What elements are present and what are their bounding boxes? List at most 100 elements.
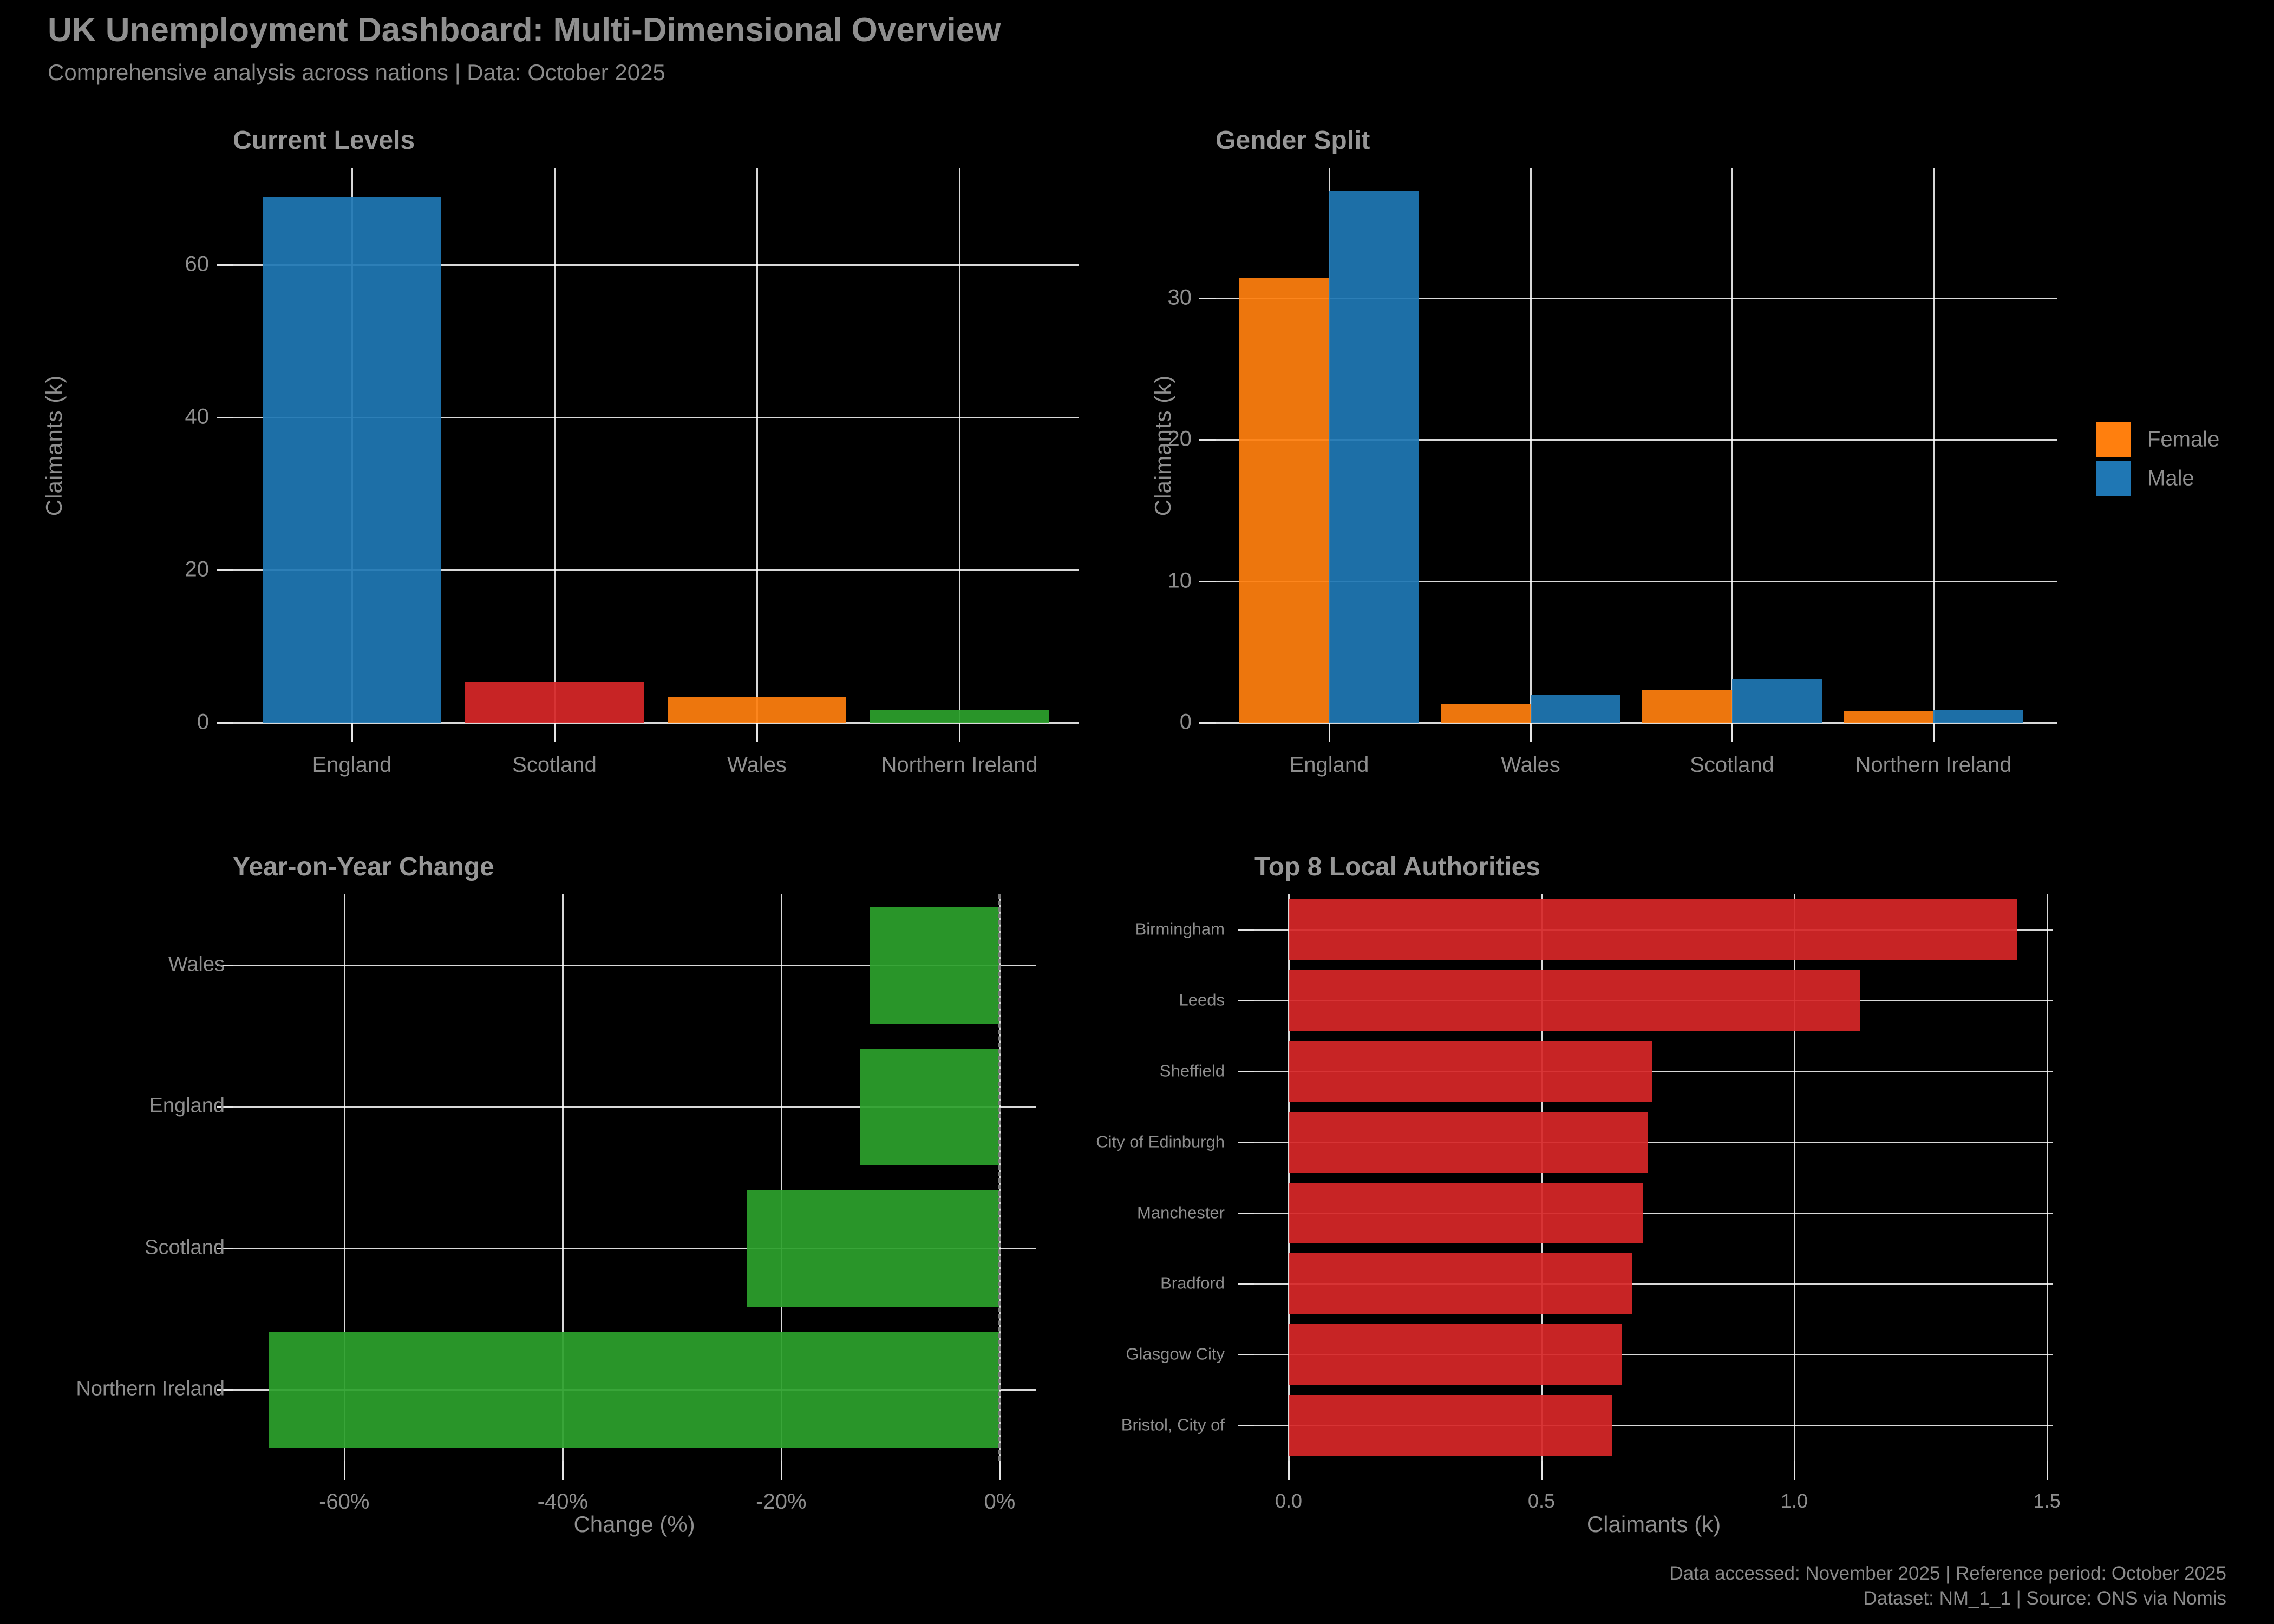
category-label-scotland: Scotland <box>1690 753 1774 777</box>
xtick-label-yoy-change: 0% <box>984 1490 1016 1514</box>
ytick-label-gender-split: 20 <box>1167 427 1192 451</box>
chart-title-gender-split: Gender Split <box>1216 126 1370 155</box>
x-axis-label-yoy-change: Change (%) <box>573 1511 695 1537</box>
category-label-manchester: Manchester <box>1137 1203 1225 1222</box>
footer-note: Data accessed: November 2025 | Reference… <box>1669 1561 2226 1611</box>
zero-line-yoy-change <box>998 894 1001 1461</box>
xtick-label-top8-authorities: 1.5 <box>2033 1490 2061 1512</box>
bar-scotland-male <box>1732 678 1822 723</box>
bar-northern-ireland <box>870 710 1049 723</box>
ytick-top8-authorities <box>1238 1283 1254 1285</box>
category-label-wales: Wales <box>168 953 225 976</box>
y-axis-label-gender-split: Claimants (k) <box>1150 375 1175 516</box>
legend-swatch-female <box>2096 422 2131 457</box>
gridline-x-top8-authorities <box>1793 894 1795 1461</box>
gridline-y-top8-authorities <box>1254 1425 2053 1426</box>
bar-birmingham <box>1289 899 2017 960</box>
bar-sheffield <box>1289 1041 1653 1102</box>
bar-bradford <box>1289 1253 1633 1314</box>
ytick-label-gender-split: 0 <box>1179 710 1192 734</box>
gridline-y-current-levels <box>233 264 1079 266</box>
gridline-y-yoy-change <box>233 1106 1036 1108</box>
bar-northern-ireland <box>269 1331 1000 1448</box>
ytick-top8-authorities <box>1238 1425 1254 1426</box>
bar-wales-male <box>1531 694 1620 723</box>
chart-title-yoy-change: Year-on-Year Change <box>233 853 494 881</box>
bar-leeds <box>1289 970 1860 1031</box>
xtick-top8-authorities <box>1288 1461 1290 1480</box>
xtick-label-yoy-change: -20% <box>756 1490 807 1514</box>
gridline-x-yoy-change <box>343 894 345 1461</box>
gridline-y-current-levels <box>233 569 1079 572</box>
y-axis-label-current-levels: Claimants (k) <box>41 375 67 516</box>
gridline-x-top8-authorities <box>1288 894 1290 1461</box>
bar-manchester <box>1289 1183 1643 1243</box>
gridline-x-gender-split <box>1731 168 1733 723</box>
category-label-city-of-edinburgh: City of Edinburgh <box>1096 1132 1225 1151</box>
gridline-y-gender-split <box>1216 297 2057 299</box>
ytick-top8-authorities <box>1238 1142 1254 1143</box>
category-label-scotland: Scotland <box>145 1236 225 1259</box>
ytick-label-gender-split: 30 <box>1167 285 1192 310</box>
footer-line-2: Dataset: NM_1_1 | Source: ONS via Nomis <box>1863 1588 2226 1609</box>
category-label-scotland: Scotland <box>512 753 597 777</box>
bar-england <box>263 197 441 723</box>
ytick-gender-split <box>1199 439 1216 441</box>
ytick-current-levels <box>217 722 233 724</box>
bar-wales <box>870 907 1000 1024</box>
page-subtitle: Comprehensive analysis across nations | … <box>48 60 665 85</box>
ytick-current-levels <box>217 264 233 266</box>
category-label-glasgow-city: Glasgow City <box>1126 1344 1225 1364</box>
gridline-x-yoy-change <box>780 894 782 1461</box>
category-label-leeds: Leeds <box>1179 990 1225 1010</box>
bar-england-male <box>1329 190 1419 723</box>
bar-wales-female <box>1441 704 1531 723</box>
gridline-y-top8-authorities <box>1254 1142 2053 1143</box>
x-axis-label-top8-authorities: Claimants (k) <box>1586 1511 1721 1537</box>
gridline-y-top8-authorities <box>1254 1071 2053 1072</box>
bar-scotland <box>747 1190 1000 1307</box>
bar-northern-ireland-male <box>1933 710 2023 723</box>
xtick-label-yoy-change: -60% <box>319 1490 370 1514</box>
bar-england <box>860 1048 1000 1165</box>
xtick-current-levels <box>554 723 556 742</box>
xtick-yoy-change <box>780 1461 782 1480</box>
xtick-gender-split <box>1731 723 1733 742</box>
category-label-england: England <box>312 753 392 777</box>
ytick-top8-authorities <box>1238 1354 1254 1355</box>
gridline-y-yoy-change <box>233 965 1036 966</box>
gridline-x-gender-split <box>1530 168 1532 723</box>
page-title: UK Unemployment Dashboard: Multi-Dimensi… <box>48 11 1001 49</box>
legend-label-male: Male <box>2147 466 2194 490</box>
bar-city-of-edinburgh <box>1289 1112 1648 1173</box>
category-label-bristol-city-of: Bristol, City of <box>1121 1415 1225 1435</box>
ytick-label-current-levels: 0 <box>197 710 209 734</box>
ytick-label-current-levels: 40 <box>185 404 210 429</box>
xtick-label-yoy-change: -40% <box>537 1490 589 1514</box>
gridline-y-top8-authorities <box>1254 1354 2053 1355</box>
footer-line-1: Data accessed: November 2025 | Reference… <box>1669 1563 2226 1584</box>
gridline-y-yoy-change <box>233 1248 1036 1249</box>
ytick-gender-split <box>1199 297 1216 299</box>
bar-glasgow-city <box>1289 1324 1623 1385</box>
ytick-gender-split <box>1199 580 1216 582</box>
xtick-current-levels <box>756 723 758 742</box>
ytick-top8-authorities <box>1238 1213 1254 1214</box>
ytick-top8-authorities <box>1238 1000 1254 1001</box>
gridline-x-gender-split <box>1933 168 1935 723</box>
gridline-x-current-levels <box>756 168 758 723</box>
bar-wales <box>668 697 846 723</box>
gridline-y-gender-split <box>1216 580 2057 582</box>
legend-label-female: Female <box>2147 427 2220 451</box>
ytick-yoy-change <box>217 1389 233 1391</box>
category-label-wales: Wales <box>727 753 787 777</box>
gridline-y-current-levels <box>233 417 1079 419</box>
legend-swatch-male <box>2096 461 2131 496</box>
category-label-england: England <box>1289 753 1369 777</box>
ytick-label-current-levels: 20 <box>185 557 210 581</box>
gridline-y-top8-authorities <box>1254 1213 2053 1214</box>
category-label-northern-ireland: Northern Ireland <box>76 1377 225 1400</box>
gridline-x-top8-authorities <box>1540 894 1543 1461</box>
ytick-yoy-change <box>217 1248 233 1249</box>
